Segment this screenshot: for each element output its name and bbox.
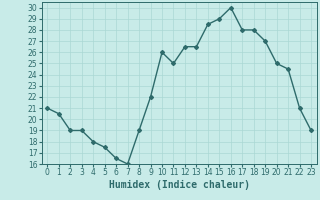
X-axis label: Humidex (Indice chaleur): Humidex (Indice chaleur): [109, 180, 250, 190]
